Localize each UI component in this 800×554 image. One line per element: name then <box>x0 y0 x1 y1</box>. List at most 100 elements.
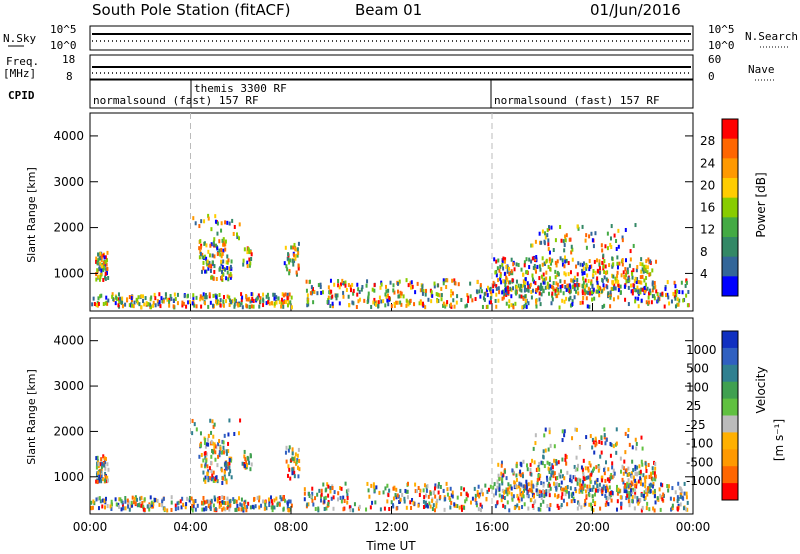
cpid-label: CPID <box>8 89 35 102</box>
scatter-point-1136 <box>615 427 618 432</box>
scatter-point-755 <box>567 287 570 292</box>
scatter-point-1037 <box>645 468 648 473</box>
scatter-point-626 <box>327 484 330 489</box>
scatter-point-544 <box>442 281 445 286</box>
scatter-point-437 <box>400 302 403 307</box>
scatter-point-782 <box>628 263 631 268</box>
scatter-point-919 <box>654 477 657 482</box>
scatter-point-703 <box>410 285 413 290</box>
scatter-point-1396 <box>188 495 191 500</box>
scatter-point-644 <box>482 296 485 301</box>
scatter-point-87 <box>203 477 206 482</box>
scatter-point-167 <box>229 264 232 269</box>
scatter-point-866 <box>528 257 531 262</box>
scatter-point-670 <box>347 488 350 493</box>
scatter-point-1184 <box>629 249 632 254</box>
scatter-point-1092 <box>595 488 598 493</box>
scatter-point-1101 <box>579 478 582 483</box>
scatter-point-10 <box>98 277 101 282</box>
scatter-point-570 <box>396 493 399 498</box>
scatter-point-1313 <box>126 498 129 503</box>
scatter-point-1328 <box>248 305 251 310</box>
scatter-point-1421 <box>134 495 137 500</box>
scatter-point-1033 <box>540 274 543 279</box>
scatter-point-700 <box>636 496 639 501</box>
scatter-point-833 <box>528 487 531 492</box>
colorbar-segment-7 <box>722 449 738 467</box>
scatter-point-664 <box>592 290 595 295</box>
scatter-point-1418 <box>164 292 167 297</box>
scatter-point-1037 <box>515 262 518 267</box>
scatter-point-743 <box>515 473 518 478</box>
scatter-point-719 <box>625 496 628 501</box>
scatter-point-370 <box>670 299 673 304</box>
scatter-point-922 <box>651 268 654 273</box>
scatter-point-848 <box>525 479 528 484</box>
scatter-point-281 <box>584 278 587 283</box>
scatter-point-1384 <box>102 498 105 503</box>
scatter-point-656 <box>489 286 492 291</box>
scatter-point-1432 <box>286 303 289 308</box>
scatter-point-723 <box>483 292 486 297</box>
scatter-point-1155 <box>627 427 630 432</box>
scatter-point-918 <box>631 291 634 296</box>
scatter-point-787 <box>611 465 614 470</box>
scatter-point-1059 <box>526 281 529 286</box>
colorbar-segment-5 <box>722 415 738 433</box>
scatter-point-47 <box>95 472 98 477</box>
scatter-point-1164 <box>581 224 584 229</box>
scatter-point-365 <box>539 507 542 512</box>
scatter-point-1268 <box>153 292 156 297</box>
scatter-point-385 <box>538 489 541 494</box>
scatter-point-541 <box>367 294 370 299</box>
scatter-point-1437 <box>114 301 117 306</box>
scatter-point-1406 <box>193 303 196 308</box>
scatter-point-1280 <box>202 501 205 506</box>
scatter-point-600 <box>617 295 620 300</box>
scatter-point-986 <box>563 264 566 269</box>
scatter-point-1124 <box>222 440 225 445</box>
scatter-point-680 <box>425 488 428 493</box>
scatter-point-1421 <box>245 293 248 298</box>
scatter-point-396 <box>654 285 657 290</box>
scatter-point-233 <box>405 303 408 308</box>
scatter-point-175 <box>249 467 252 472</box>
scatter-point-728 <box>637 479 640 484</box>
scatter-point-585 <box>388 296 391 301</box>
scatter-point-0 <box>101 477 104 482</box>
scatter-point-1061 <box>616 255 619 260</box>
scatter-point-813 <box>530 472 533 477</box>
scatter-point-734 <box>540 490 543 495</box>
scatter-point-758 <box>498 268 501 273</box>
scatter-point-971 <box>506 269 509 274</box>
scatter-point-141 <box>200 443 203 448</box>
scatter-point-400 <box>667 488 670 493</box>
scatter-point-773 <box>637 280 640 285</box>
scatter-point-1212 <box>165 295 168 300</box>
scatter-point-728 <box>644 282 647 287</box>
scatter-point-910 <box>635 481 638 486</box>
scatter-point-1076 <box>556 270 559 275</box>
scatter-point-177 <box>243 454 246 459</box>
scatter-point-169 <box>221 264 224 269</box>
scatter-point-867 <box>585 283 588 288</box>
scatter-point-686 <box>445 302 448 307</box>
scatter-point-1185 <box>628 442 631 447</box>
scatter-point-1416 <box>270 499 273 504</box>
scatter-point-687 <box>609 295 612 300</box>
scatter-point-125 <box>225 466 228 471</box>
scatter-point-1109 <box>207 213 210 218</box>
scatter-point-295 <box>663 304 666 309</box>
scatter-point-884 <box>633 477 636 482</box>
scatter-point-804 <box>522 279 525 284</box>
scatter-point-1084 <box>551 470 554 475</box>
scatter-point-913 <box>548 257 551 262</box>
scatter-point-1346 <box>262 298 265 303</box>
scatter-point-44 <box>100 457 103 462</box>
scatter-point-70 <box>217 454 220 459</box>
scatter-point-1295 <box>227 505 230 510</box>
scatter-point-895 <box>623 459 626 464</box>
scatter-point-399 <box>423 483 426 488</box>
scatter-point-497 <box>479 294 482 299</box>
scatter-point-1157 <box>603 427 606 432</box>
